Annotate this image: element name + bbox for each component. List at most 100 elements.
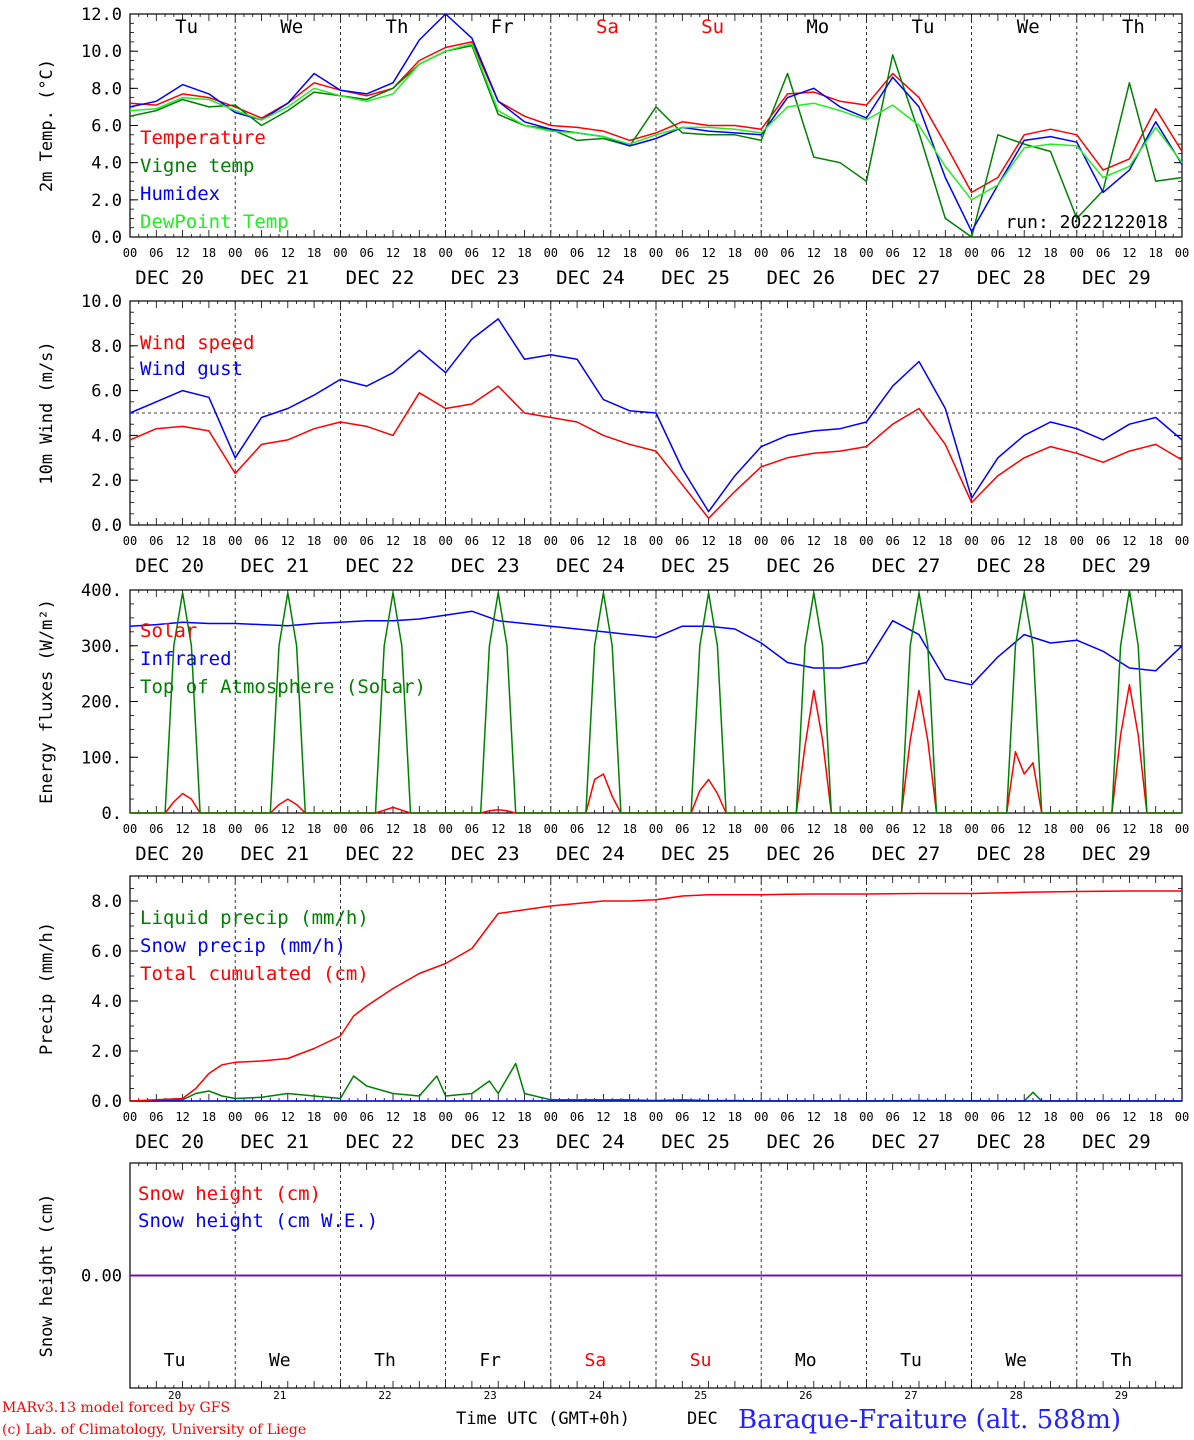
hour-tick-label: 18 bbox=[833, 1110, 847, 1124]
legend-entry: Infrared bbox=[140, 648, 232, 670]
hour-tick-label: 00 bbox=[544, 534, 558, 548]
footer: MARv3.13 model forced by GFS (c) Lab. of… bbox=[2, 1400, 1121, 1438]
legend-entry: Snow precip (mm/h) bbox=[140, 935, 346, 957]
hour-tick-label: 00 bbox=[438, 534, 452, 548]
y-tick-label: 100. bbox=[81, 748, 122, 768]
y-tick-label: 2.0 bbox=[91, 1042, 122, 1062]
hour-tick-label: 00 bbox=[754, 822, 768, 836]
hour-tick-label: 18 bbox=[412, 246, 426, 260]
series-line bbox=[129, 42, 1183, 201]
hour-tick-label: 18 bbox=[517, 246, 531, 260]
hour-tick-label: 06 bbox=[254, 534, 268, 548]
xaxis-title: Time UTC (GMT+0h) bbox=[456, 1409, 630, 1429]
day-name-label: Su bbox=[690, 1350, 712, 1371]
hour-tick-label: 00 bbox=[964, 246, 978, 260]
hour-tick-label: 06 bbox=[1096, 822, 1110, 836]
hour-tick-label: 06 bbox=[780, 822, 794, 836]
hour-tick-label: 00 bbox=[649, 822, 663, 836]
hour-tick-label: 06 bbox=[780, 246, 794, 260]
hour-tick-label: 06 bbox=[359, 534, 373, 548]
hour-tick-label: 00 bbox=[333, 822, 347, 836]
date-label: DEC 29 bbox=[1082, 267, 1151, 289]
hour-tick-label: 00 bbox=[859, 1110, 873, 1124]
series-line bbox=[129, 41, 1183, 194]
day-name-label: Tu bbox=[900, 1350, 922, 1371]
legend-entry: Snow height (cm) bbox=[138, 1183, 321, 1205]
legend-entry: Snow height (cm W.E.) bbox=[138, 1210, 378, 1232]
y-axis-title: Snow height (cm) bbox=[37, 1194, 57, 1358]
hour-tick-label: 06 bbox=[885, 534, 899, 548]
hour-tick-label: 00 bbox=[123, 822, 137, 836]
y-tick-label: 0.0 bbox=[91, 1092, 122, 1112]
day-name-label: Sa bbox=[596, 16, 619, 38]
hour-tick-label: 00 bbox=[544, 246, 558, 260]
hour-tick-label: 00 bbox=[859, 822, 873, 836]
hour-tick-label: 06 bbox=[675, 822, 689, 836]
date-label: DEC 24 bbox=[556, 1131, 625, 1153]
date-label: DEC 27 bbox=[872, 843, 941, 865]
plot-frame bbox=[129, 589, 1183, 814]
hour-tick-label: 00 bbox=[438, 822, 452, 836]
date-label: DEC 21 bbox=[240, 555, 309, 577]
hour-tick-label: 06 bbox=[885, 246, 899, 260]
hour-tick-label: 06 bbox=[991, 1110, 1005, 1124]
y-axis-title: 10m Wind (m/s) bbox=[37, 341, 57, 484]
y-tick-label: 8.0 bbox=[91, 337, 122, 357]
hour-tick-label: 00 bbox=[333, 534, 347, 548]
hour-tick-label: 06 bbox=[570, 246, 584, 260]
hour-tick-label: 06 bbox=[465, 246, 479, 260]
hour-tick-label: 00 bbox=[228, 822, 242, 836]
y-tick-label: 400. bbox=[81, 581, 122, 601]
y-tick-label: 12.0 bbox=[81, 5, 122, 25]
date-label: DEC 24 bbox=[556, 555, 625, 577]
hour-tick-label: 06 bbox=[254, 246, 268, 260]
hour-tick-label: 06 bbox=[780, 1110, 794, 1124]
hour-tick-label: 06 bbox=[149, 1110, 163, 1124]
date-label: DEC 24 bbox=[556, 267, 625, 289]
hour-tick-label: 06 bbox=[254, 822, 268, 836]
hour-tick-label: 18 bbox=[833, 534, 847, 548]
legend-entry: Liquid precip (mm/h) bbox=[140, 907, 369, 929]
date-label: DEC 23 bbox=[451, 1131, 520, 1153]
legend-entry: Total cumulated (cm) bbox=[140, 963, 369, 985]
date-label: DEC 23 bbox=[451, 267, 520, 289]
hour-tick-label: 12 bbox=[596, 534, 610, 548]
hour-tick-label: 18 bbox=[517, 1110, 531, 1124]
hour-tick-label: 00 bbox=[1070, 246, 1084, 260]
hour-tick-label: 18 bbox=[1148, 1110, 1162, 1124]
hour-tick-label: 06 bbox=[465, 1110, 479, 1124]
hour-tick-label: 18 bbox=[1043, 822, 1057, 836]
hour-tick-label: 18 bbox=[622, 1110, 636, 1124]
hour-tick-label: 06 bbox=[149, 534, 163, 548]
date-label: DEC 29 bbox=[1082, 1131, 1151, 1153]
hour-tick-label: 18 bbox=[1043, 534, 1057, 548]
day-name-label: Th bbox=[374, 1350, 396, 1371]
y-tick-label: 8.0 bbox=[91, 79, 122, 99]
hour-tick-label: 00 bbox=[1175, 534, 1189, 548]
hour-tick-label: 06 bbox=[675, 534, 689, 548]
date-label: DEC 25 bbox=[661, 1131, 730, 1153]
hour-tick-label: 06 bbox=[991, 534, 1005, 548]
day-name-label: Tu bbox=[164, 1350, 186, 1371]
hour-tick-label: 12 bbox=[912, 822, 926, 836]
hour-tick-label: 18 bbox=[833, 822, 847, 836]
day-name-label: Sa bbox=[585, 1350, 607, 1371]
hour-tick-label: 12 bbox=[807, 246, 821, 260]
hour-tick-label: 18 bbox=[833, 246, 847, 260]
hour-tick-label: 12 bbox=[281, 246, 295, 260]
run-label: run: 2022122018 bbox=[1005, 212, 1168, 233]
plot-frame bbox=[129, 13, 1183, 238]
day-name-label: Tu bbox=[912, 16, 935, 38]
snow-height-panel: 0.00 Tu 20 We 21 Th 22 Fr 23 Sa 24 Su 25 Mo 26 Tu 27 We 28… bbox=[37, 1162, 1183, 1402]
legend-entry: Wind gust bbox=[140, 358, 243, 380]
y-tick-label: 4.0 bbox=[91, 992, 122, 1012]
legend-entry: Temperature bbox=[140, 127, 266, 149]
date-label: DEC 24 bbox=[556, 843, 625, 865]
date-label: DEC 26 bbox=[766, 1131, 835, 1153]
date-label: DEC 21 bbox=[240, 267, 309, 289]
hour-tick-label: 18 bbox=[202, 1110, 216, 1124]
hour-tick-label: 06 bbox=[675, 246, 689, 260]
hour-tick-label: 00 bbox=[1070, 1110, 1084, 1124]
hour-tick-label: 06 bbox=[991, 822, 1005, 836]
date-label: DEC 20 bbox=[135, 267, 204, 289]
